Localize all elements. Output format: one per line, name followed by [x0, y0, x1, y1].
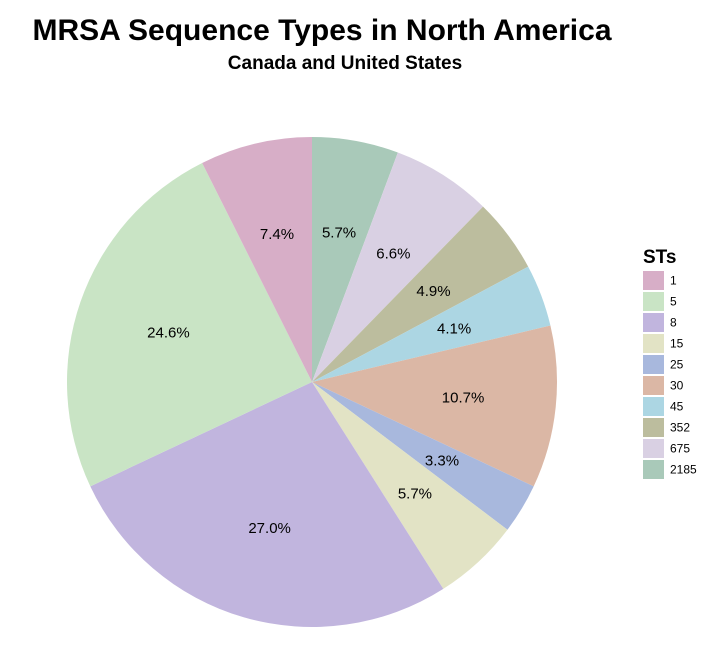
- legend-label-352: 352: [670, 421, 690, 435]
- slice-label-675: 6.6%: [376, 246, 410, 263]
- pie-slice-45: [312, 266, 551, 382]
- pie-slice-5: [67, 163, 312, 487]
- legend-label-675: 675: [670, 442, 690, 456]
- legend-label-25: 25: [670, 358, 684, 372]
- legend-swatch-15: [643, 334, 664, 353]
- pie-slice-30: [312, 325, 557, 487]
- legend-swatch-45: [643, 397, 664, 416]
- legend-label-8: 8: [670, 316, 677, 330]
- legend-label-30: 30: [670, 379, 684, 393]
- legend-swatch-8: [643, 313, 664, 332]
- pie-slice-labels: 5.7% 6.6% 4.9% 4.1% 10.7% 3.3% 5.7% 27.0% 24.6% 7…: [147, 225, 484, 537]
- legend-swatch-25: [643, 355, 664, 374]
- legend-swatch-30: [643, 376, 664, 395]
- slice-label-2185: 5.7%: [322, 225, 356, 242]
- legend-label-15: 15: [670, 337, 684, 351]
- pie-slice-1: [202, 137, 312, 382]
- pie-slice-352: [312, 206, 529, 382]
- legend-swatch-352: [643, 418, 664, 437]
- slice-label-45: 4.1%: [437, 320, 471, 337]
- legend-swatch-5: [643, 292, 664, 311]
- slice-label-352: 4.9%: [416, 283, 450, 300]
- pie-slice-8: [90, 382, 444, 627]
- slice-label-25: 3.3%: [425, 453, 459, 470]
- slice-label-30: 10.7%: [442, 390, 485, 407]
- pie-slice-2185: [312, 137, 398, 382]
- slice-label-15: 5.7%: [398, 486, 432, 503]
- pie-slice-675: [312, 152, 484, 382]
- legend-label-1: 1: [670, 274, 677, 288]
- legend-label-5: 5: [670, 295, 677, 309]
- chart-title: MRSA Sequence Types in North America: [32, 14, 611, 47]
- legend-swatch-675: [643, 439, 664, 458]
- slice-label-8: 27.0%: [248, 520, 291, 537]
- slice-label-5: 24.6%: [147, 324, 190, 341]
- legend-label-2185: 2185: [670, 463, 697, 477]
- legend-title: STs: [643, 247, 676, 268]
- legend-label-45: 45: [670, 400, 684, 414]
- chart-subtitle: Canada and United States: [228, 53, 462, 74]
- slice-label-1: 7.4%: [260, 226, 294, 243]
- legend-swatch-2185: [643, 460, 664, 479]
- pie-slice-15: [312, 382, 508, 589]
- legend-swatch-1: [643, 271, 664, 290]
- pie-slice-25: [312, 382, 534, 530]
- pie-slices: [67, 137, 557, 627]
